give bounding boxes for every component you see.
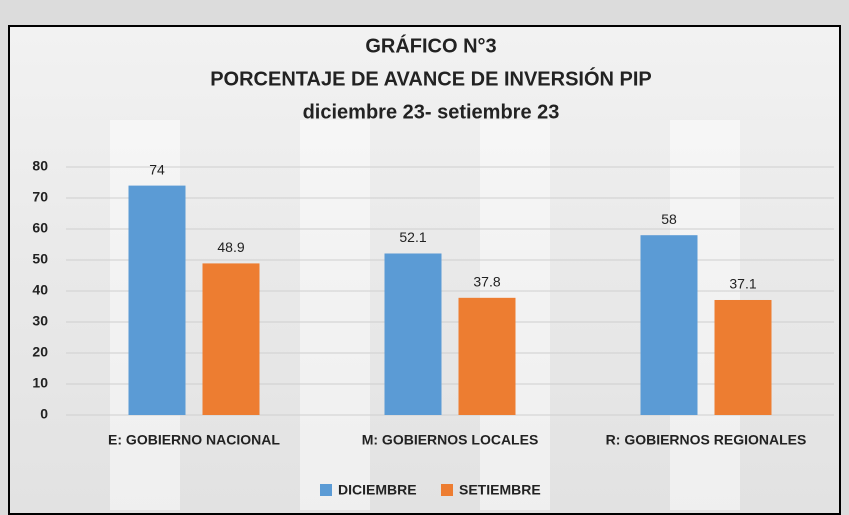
legend-label: SETIEMBRE xyxy=(459,482,541,498)
y-tick-label: 0 xyxy=(40,406,48,422)
chart: GRÁFICO N°3 PORCENTAJE DE AVANCE DE INVE… xyxy=(0,0,849,515)
y-tick-label: 40 xyxy=(32,282,48,298)
chart-title: GRÁFICO N°3 xyxy=(365,34,496,57)
page: GRÁFICO N°3 PORCENTAJE DE AVANCE DE INVE… xyxy=(0,0,849,515)
bar xyxy=(459,298,516,415)
y-tick-label: 20 xyxy=(32,344,48,360)
legend-swatch xyxy=(441,484,453,496)
value-label: 74 xyxy=(149,161,165,177)
y-tick-label: 10 xyxy=(32,375,48,391)
legend-swatch xyxy=(320,484,332,496)
y-tick-label: 70 xyxy=(32,189,48,205)
chart-subtitle: diciembre 23- setiembre 23 xyxy=(303,101,560,123)
bar xyxy=(715,300,772,415)
bar xyxy=(203,263,260,415)
value-label: 48.9 xyxy=(217,239,244,255)
x-tick-label: R: GOBIERNOS REGIONALES xyxy=(606,432,807,448)
y-tick-label: 50 xyxy=(32,251,48,267)
chart-title: PORCENTAJE DE AVANCE DE INVERSIÓN PIP xyxy=(210,66,652,90)
legend-label: DICIEMBRE xyxy=(338,482,417,498)
bar xyxy=(129,186,186,415)
y-tick-label: 80 xyxy=(32,158,48,174)
bar xyxy=(641,235,698,415)
y-tick-label: 30 xyxy=(32,313,48,329)
x-tick-label: E: GOBIERNO NACIONAL xyxy=(108,432,280,448)
bar xyxy=(385,253,442,415)
x-tick-label: M: GOBIERNOS LOCALES xyxy=(362,432,539,448)
value-label: 52.1 xyxy=(399,229,426,245)
value-label: 58 xyxy=(661,211,677,227)
y-tick-label: 60 xyxy=(32,220,48,236)
value-label: 37.1 xyxy=(729,276,756,292)
value-label: 37.8 xyxy=(473,274,500,290)
